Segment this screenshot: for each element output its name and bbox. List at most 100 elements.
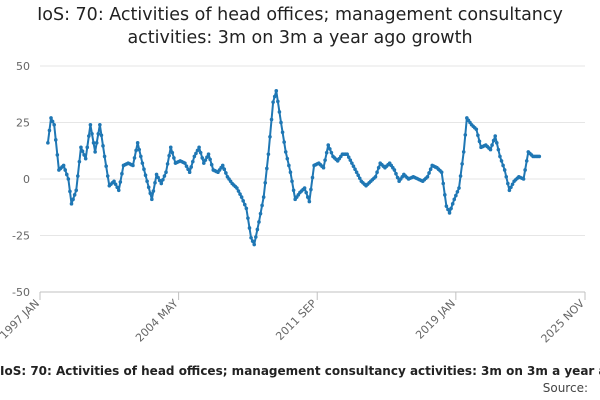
data-point (510, 182, 515, 187)
data-point (321, 165, 326, 170)
data-point (328, 147, 332, 151)
data-point (87, 134, 91, 138)
data-point (375, 170, 379, 175)
data-point (190, 159, 195, 164)
data-point (257, 220, 261, 224)
data-point (506, 181, 510, 186)
data-point (222, 167, 227, 172)
data-point (66, 177, 71, 181)
data-point (198, 150, 203, 155)
data-point (61, 163, 66, 168)
data-point (105, 174, 110, 178)
data-point (260, 203, 264, 208)
data-point (53, 138, 58, 142)
data-point (195, 148, 200, 153)
data-point (153, 180, 157, 185)
source-label: Source: (542, 381, 588, 395)
data-point (443, 193, 447, 197)
data-point (131, 163, 135, 168)
data-point (154, 172, 159, 177)
data-point (96, 132, 101, 136)
data-point (521, 177, 526, 181)
data-point (455, 190, 460, 194)
data-point (265, 166, 269, 171)
data-point (523, 168, 527, 172)
data-point (291, 188, 296, 193)
data-point (91, 141, 96, 145)
data-point (496, 147, 501, 152)
data-point (80, 149, 85, 153)
data-point (187, 170, 192, 175)
series-points-group (46, 89, 542, 247)
data-point (376, 165, 381, 170)
data-point (346, 155, 351, 159)
data-point (507, 188, 512, 193)
data-point (457, 186, 461, 190)
data-point (157, 178, 162, 183)
data-point (140, 161, 145, 165)
data-point (488, 147, 493, 152)
data-point (345, 152, 349, 156)
data-point (88, 122, 93, 127)
data-point (446, 207, 450, 212)
data-point (348, 158, 353, 162)
data-point (449, 206, 453, 211)
data-point (72, 193, 77, 197)
data-point (83, 156, 88, 161)
data-point (142, 167, 146, 172)
data-point (238, 192, 242, 196)
data-point (279, 120, 283, 125)
data-point (113, 182, 118, 187)
data-point (208, 157, 212, 162)
data-point (145, 179, 149, 184)
data-point (112, 179, 116, 184)
data-point (493, 134, 498, 138)
data-point (46, 141, 50, 145)
data-point (52, 122, 56, 127)
data-point (524, 159, 529, 163)
data-point (250, 239, 255, 243)
data-point (277, 110, 282, 114)
data-point (82, 153, 86, 157)
data-point (460, 162, 464, 166)
data-point (49, 116, 53, 120)
data-point (183, 161, 187, 165)
data-point (458, 174, 463, 178)
data-point (394, 171, 398, 176)
y-axis: -50 -25 0 25 50 (12, 60, 30, 299)
data-point (395, 175, 400, 180)
data-point (329, 150, 334, 155)
data-point (326, 143, 331, 147)
data-point (143, 173, 148, 178)
data-point (194, 151, 198, 156)
x-axis (39, 291, 586, 300)
y-tick-label: 50 (16, 60, 30, 73)
data-point (242, 202, 247, 207)
data-point (285, 156, 290, 161)
data-point (258, 211, 263, 216)
data-point (253, 235, 258, 239)
data-point (439, 170, 444, 175)
data-point (269, 117, 274, 122)
data-point (282, 140, 286, 144)
data-point (425, 174, 430, 179)
data-point (205, 155, 209, 159)
data-point (252, 242, 257, 247)
data-point (304, 190, 309, 195)
data-point (167, 153, 171, 158)
data-point (150, 197, 154, 202)
series-line (46, 89, 540, 246)
data-point (172, 156, 176, 160)
data-point (271, 100, 275, 104)
data-point (353, 167, 357, 172)
data-point (74, 188, 79, 193)
data-point (134, 148, 138, 153)
data-point (427, 171, 431, 175)
data-point (104, 164, 108, 168)
data-point (64, 172, 69, 177)
data-point (161, 177, 165, 182)
data-point (280, 130, 285, 135)
data-point (148, 191, 153, 196)
x-tick-label: 2004 MAY (133, 297, 181, 345)
data-point (76, 174, 80, 178)
